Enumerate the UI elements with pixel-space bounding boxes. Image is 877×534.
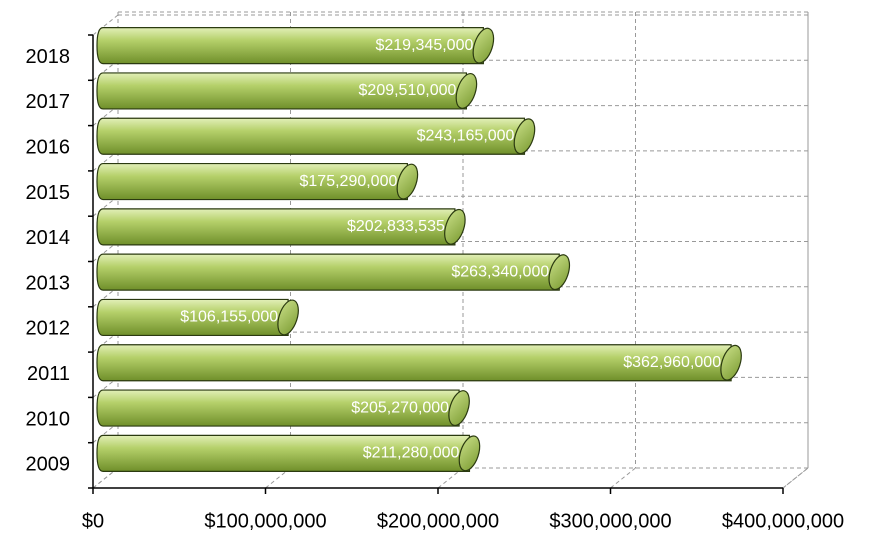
value-label: $243,165,000 <box>417 127 515 144</box>
grid-line <box>610 467 636 489</box>
bar <box>96 434 471 472</box>
grid-line <box>92 331 119 353</box>
x-tick-label: $200,000,000 <box>377 510 499 532</box>
grid-line <box>92 422 119 444</box>
y-tick-label: 2014 <box>26 227 71 249</box>
y-tick-label: 2009 <box>26 454 71 476</box>
bar-cap <box>455 73 478 109</box>
grid-line <box>92 105 119 126</box>
value-label: $219,345,000 <box>375 37 473 54</box>
bar <box>96 344 732 382</box>
grid-line <box>92 241 119 262</box>
bar-cap <box>472 27 495 64</box>
bar-cap <box>277 299 299 336</box>
y-tick-label: 2011 <box>27 363 70 385</box>
y-tick-label: 2017 <box>26 91 71 113</box>
bar <box>96 72 468 110</box>
y-tick-label: 2010 <box>26 408 71 430</box>
grid-line <box>782 467 809 489</box>
value-label: $362,960,000 <box>623 354 721 371</box>
grid-line <box>265 467 291 489</box>
bar <box>96 389 460 427</box>
y-tick-label: 2015 <box>26 182 71 204</box>
bar-cap <box>396 163 419 200</box>
value-label: $209,510,000 <box>359 82 457 99</box>
y-tick-label: 2016 <box>26 137 71 159</box>
x-tick-label: $100,000,000 <box>204 510 326 532</box>
bar <box>96 162 408 201</box>
bar-cap <box>548 254 571 291</box>
grid-line <box>92 286 119 308</box>
bar-cap <box>444 208 466 245</box>
bar <box>96 117 526 155</box>
x-tick-label: $300,000,000 <box>549 510 671 532</box>
value-label: $175,290,000 <box>300 173 398 190</box>
value-label: $205,270,000 <box>351 399 449 416</box>
y-tick-label: 2012 <box>26 318 71 340</box>
grid-line <box>92 195 119 217</box>
x-tick-label: $400,000,000 <box>722 510 844 532</box>
bar-cap <box>720 344 742 381</box>
bar-cap <box>448 390 470 426</box>
x-tick-label: $0 <box>82 510 104 532</box>
grid-line <box>92 14 119 36</box>
bar-cap <box>513 118 536 155</box>
grid-line <box>92 377 119 398</box>
y-tick-label: 2013 <box>26 272 71 294</box>
bar <box>96 253 560 291</box>
grid-line <box>437 467 464 489</box>
grid-line <box>92 150 119 172</box>
grid-line <box>92 59 119 81</box>
bar-cap <box>458 435 481 472</box>
grid-line <box>92 467 119 489</box>
bar <box>96 27 484 65</box>
bar <box>96 208 456 246</box>
value-label: $106,155,000 <box>180 309 278 326</box>
value-label: $263,340,000 <box>451 263 549 280</box>
bar <box>96 298 289 337</box>
value-label: $202,833,535 <box>347 218 445 235</box>
y-tick-label: 2018 <box>26 46 71 68</box>
value-label: $211,280,000 <box>363 445 460 462</box>
